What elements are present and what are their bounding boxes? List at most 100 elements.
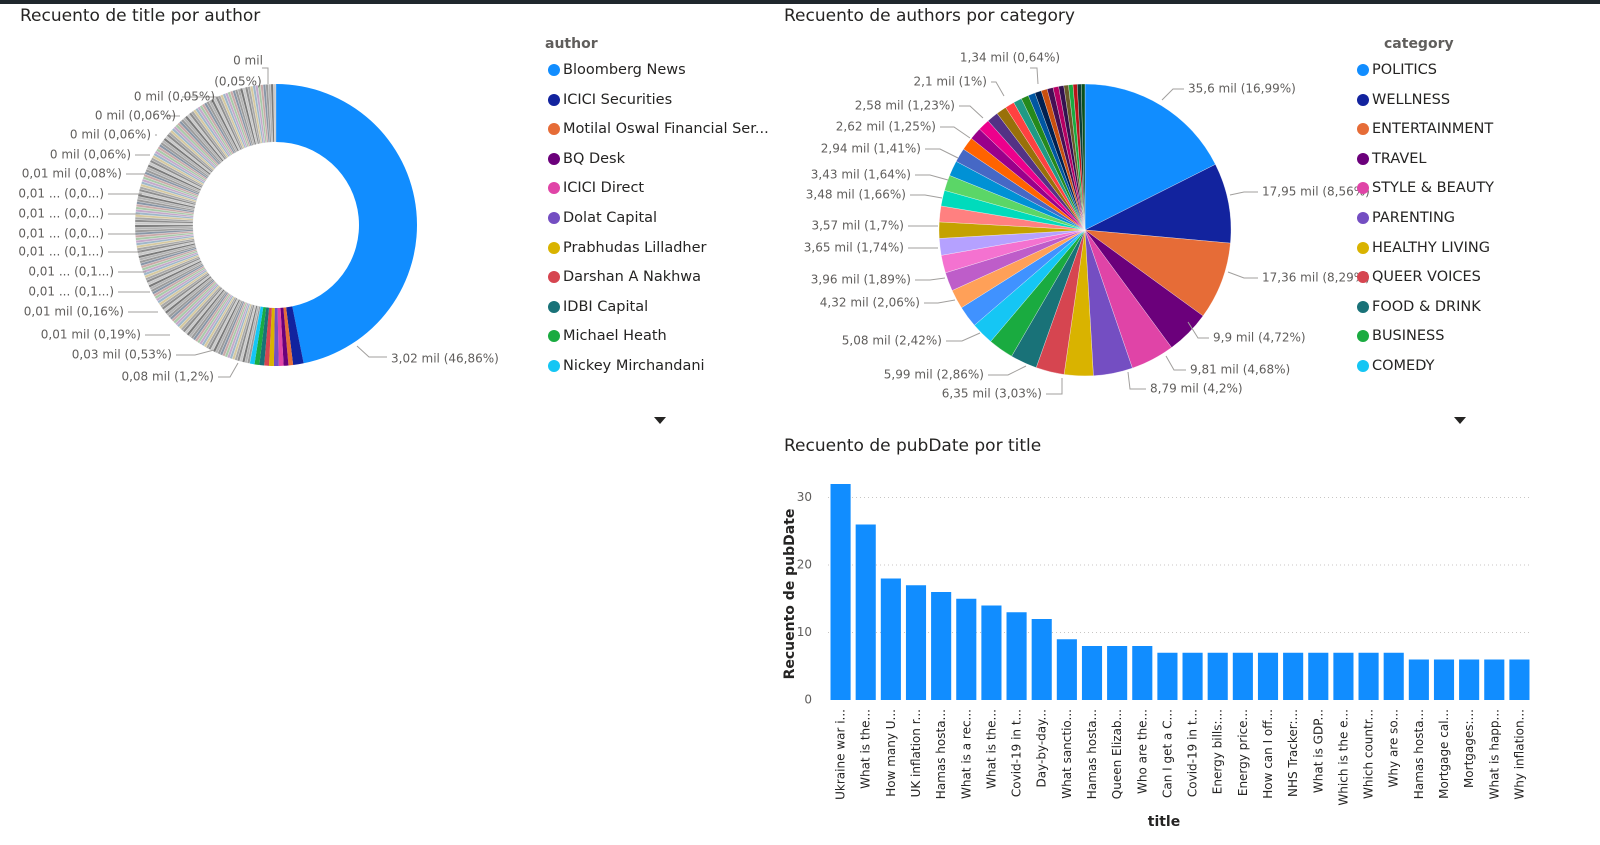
leader-line — [940, 126, 971, 139]
bar[interactable] — [855, 524, 876, 701]
data-label: 0,01 ... (0,0...) — [18, 207, 104, 221]
bar[interactable] — [1333, 652, 1354, 700]
donut-chart-visual[interactable]: Recuento de title por author 3,02 mil (4… — [0, 0, 769, 424]
donut-slice[interactable] — [276, 84, 418, 364]
donut-slice[interactable] — [254, 307, 267, 366]
bar[interactable] — [981, 605, 1002, 701]
x-tick-label: What is the... — [984, 709, 998, 789]
bar[interactable] — [1207, 652, 1228, 700]
legend-label: Prabhudas Lilladher — [563, 239, 707, 256]
legend-color-dot — [1357, 93, 1369, 106]
legend-item[interactable]: ICICI Securities — [548, 92, 672, 108]
bar[interactable] — [1484, 659, 1505, 701]
legend-color-dot — [548, 64, 560, 76]
data-label: 0,01 ... (0,0...) — [18, 227, 104, 241]
bar[interactable] — [1283, 652, 1304, 700]
bar-chart[interactable]: 0 10 20 30 Recuento de pubDate Ukraine war i.… — [770, 428, 1550, 845]
legend-item[interactable]: Bloomberg News — [548, 62, 686, 78]
legend-item[interactable]: COMEDY — [1357, 358, 1434, 374]
bar[interactable] — [1006, 612, 1027, 700]
legend-scroll-down-icon[interactable] — [654, 417, 666, 424]
leader-line — [991, 81, 1005, 97]
donut-slice[interactable] — [264, 307, 272, 366]
legend-label: Darshan A Nakhwa — [563, 269, 702, 286]
x-tick-label: How many U... — [884, 709, 898, 797]
data-label: 0,08 mil (1,2%) — [121, 370, 214, 384]
donut-slice[interactable] — [280, 307, 289, 366]
bar[interactable] — [1383, 652, 1404, 700]
bar[interactable] — [1433, 659, 1455, 701]
bar[interactable] — [1107, 646, 1128, 700]
donut-slice[interactable] — [259, 307, 270, 366]
x-tick-label: Who are the... — [1135, 709, 1149, 794]
data-label: 0,03 mil (0,53%) — [72, 348, 172, 362]
legend-item[interactable]: Motilal Oswal Financial Ser... — [548, 121, 769, 137]
leader-line — [924, 299, 956, 304]
pie-chart-visual[interactable]: Recuento de authors por category 35,6 mi… — [770, 0, 1600, 424]
donut-chart[interactable]: 3,02 mil (46,86%) 0,08 mil (1,2%) 0,03 mil… — [0, 0, 520, 420]
bar[interactable] — [1182, 652, 1203, 700]
legend-color-dot — [1357, 123, 1369, 136]
pie-slice[interactable] — [1081, 83, 1086, 231]
bar[interactable] — [905, 585, 927, 700]
data-label: 9,81 mil (4,68%) — [1190, 363, 1290, 377]
donut-slice[interactable] — [286, 306, 304, 365]
y-tick-label: 0 — [804, 693, 812, 707]
bar[interactable] — [1257, 652, 1279, 700]
data-label: 0,01 mil (0,16%) — [24, 305, 124, 319]
legend-item[interactable]: ENTERTAINMENT — [1357, 121, 1493, 137]
bar[interactable] — [1132, 646, 1153, 700]
legend-item[interactable]: FOOD & DRINK — [1357, 299, 1481, 315]
bar[interactable] — [1509, 659, 1530, 701]
data-label: 3,02 mil (46,86%) — [391, 352, 499, 366]
bar[interactable] — [1308, 652, 1329, 700]
legend-item[interactable]: Nickey Mirchandani — [548, 358, 705, 374]
bar[interactable] — [1056, 639, 1077, 700]
legend-item[interactable]: TRAVEL — [1357, 151, 1427, 167]
data-label: 3,96 mil (1,89%) — [811, 273, 911, 287]
bar[interactable] — [1408, 659, 1429, 701]
legend-item[interactable]: BUSINESS — [1357, 328, 1444, 344]
pie-slice[interactable] — [1084, 164, 1232, 244]
leader-line — [910, 194, 943, 199]
legend-item[interactable]: PARENTING — [1357, 210, 1455, 226]
pie-chart[interactable]: 35,6 mil (16,99%) 17,95 mil (8,56%) 17,36 … — [770, 0, 1370, 420]
bar[interactable] — [1358, 652, 1379, 700]
x-tick-label: Can I get a C... — [1160, 709, 1174, 798]
legend-label: ICICI Direct — [563, 180, 645, 197]
bar[interactable] — [956, 598, 977, 700]
legend-item[interactable]: IDBI Capital — [548, 299, 648, 315]
bar[interactable] — [830, 484, 851, 700]
legend-item[interactable]: POLITICS — [1357, 62, 1437, 78]
bar[interactable] — [880, 578, 901, 701]
legend-item[interactable]: STYLE & BEAUTY — [1357, 180, 1494, 196]
y-axis-title: Recuento de pubDate — [782, 509, 798, 680]
legend-item[interactable]: Michael Heath — [548, 328, 667, 344]
bar[interactable] — [1031, 619, 1052, 700]
donut-slice[interactable] — [269, 307, 275, 366]
legend-item[interactable]: Prabhudas Lilladher — [548, 240, 707, 256]
bar[interactable] — [1081, 646, 1103, 700]
donut-slice[interactable] — [273, 307, 279, 366]
legend-scroll-down-icon[interactable] — [1454, 417, 1466, 424]
bar[interactable] — [1459, 659, 1480, 701]
legend-item[interactable]: ICICI Direct — [548, 180, 644, 196]
donut-slice[interactable] — [249, 306, 264, 365]
legend-item[interactable]: Darshan A Nakhwa — [548, 269, 701, 285]
y-tick-label: 10 — [797, 625, 812, 639]
donut-slice[interactable] — [277, 307, 284, 366]
legend-item[interactable]: Dolat Capital — [548, 210, 657, 226]
donut-slice[interactable] — [273, 83, 277, 143]
bar[interactable] — [931, 592, 952, 700]
bar-chart-visual[interactable]: Recuento de pubDate por title 0 10 20 30 Rec… — [770, 428, 1550, 845]
pie-slice[interactable] — [1084, 83, 1216, 231]
bar[interactable] — [1232, 652, 1253, 700]
legend-item[interactable]: WELLNESS — [1357, 92, 1450, 108]
donut-slice[interactable] — [283, 307, 294, 366]
x-tick-label: Energy bills:... — [1211, 709, 1225, 794]
legend-item[interactable]: BQ Desk — [548, 151, 625, 167]
bar[interactable] — [1157, 652, 1178, 700]
legend-item[interactable]: HEALTHY LIVING — [1357, 240, 1490, 256]
data-label: 0,01 mil (0,19%) — [41, 328, 141, 342]
legend-item[interactable]: QUEER VOICES — [1357, 269, 1481, 285]
